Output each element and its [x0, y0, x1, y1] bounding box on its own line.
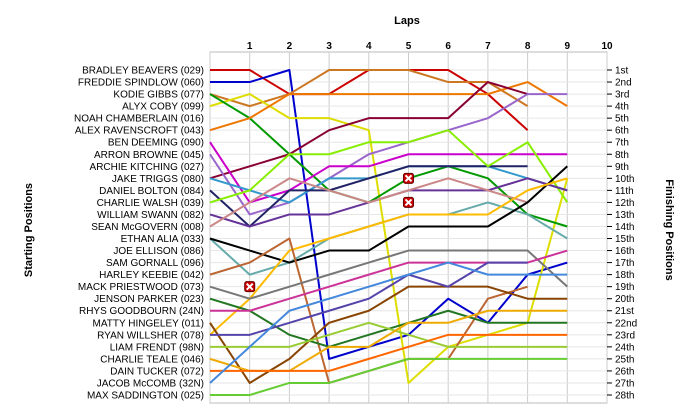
- lap-tick-label: 7: [485, 41, 491, 52]
- lap-tick-label: 6: [445, 41, 451, 52]
- finishing-position-label: 2nd: [615, 78, 632, 89]
- series-line: [209, 249, 568, 300]
- finishing-position-labels: 1st2nd3rd4th5th6th7th8th9th10th11th12th1…: [607, 66, 637, 402]
- series-line: [209, 177, 528, 228]
- driver-name-label: HARLEY KEEBIE (042): [99, 270, 204, 281]
- finishing-position-label: 23rd: [615, 330, 635, 341]
- driver-name-label: SAM GORNALL (096): [106, 258, 204, 269]
- finishing-position-label: 10th: [615, 174, 634, 185]
- driver-name-label: JACOB McCOMB (32N): [97, 378, 204, 389]
- finishing-position-label: 14th: [615, 222, 634, 233]
- series-lines: [209, 69, 569, 396]
- finishing-position-label: 13th: [615, 210, 634, 221]
- retire-marker: [244, 281, 256, 293]
- series-line: [209, 129, 569, 204]
- driver-name-label: MAX SADDINGTON (025): [87, 391, 204, 402]
- lap-tick-label: 9: [565, 41, 571, 52]
- finishing-position-label: 5th: [615, 114, 629, 125]
- finishing-position-label: 27th: [615, 378, 634, 389]
- driver-name-label: KODIE GIBBS (077): [113, 90, 204, 101]
- finishing-position-label: 9th: [615, 162, 629, 173]
- finishing-position-label: 20th: [615, 294, 634, 305]
- finishing-position-label: 8th: [615, 150, 629, 161]
- driver-name-label: BRADLEY BEAVERS (029): [82, 66, 204, 77]
- retire-marker: [403, 196, 414, 208]
- driver-name-label: DAIN TUCKER (072): [110, 366, 204, 377]
- finishing-position-label: 21st: [615, 306, 634, 317]
- series-line: [209, 177, 568, 336]
- lap-tick-label: 1: [247, 41, 253, 52]
- driver-name-label: JENSON PARKER (023): [94, 294, 204, 305]
- finishing-position-label: 28th: [615, 391, 634, 402]
- lap-tick-label: 4: [366, 41, 372, 52]
- driver-name-label: JAKE TRIGGS (080): [112, 174, 204, 185]
- driver-name-label: CHARLIE TEALE (046): [100, 354, 204, 365]
- finishing-position-label: 1st: [615, 66, 629, 77]
- y-axis-left-label: Starting Positions: [23, 183, 35, 277]
- retire-marker-stroke: [404, 198, 413, 207]
- finishing-position-label: 3rd: [615, 90, 629, 101]
- series-line: [210, 357, 568, 396]
- finishing-position-label: 16th: [615, 246, 634, 257]
- finishing-position-label: 6th: [615, 126, 629, 137]
- retire-markers: [244, 172, 414, 293]
- driver-name-label: ALEX RAVENSCROFT (043): [75, 126, 204, 137]
- finishing-position-label: 19th: [615, 282, 634, 293]
- chart-title: Laps: [394, 15, 420, 27]
- finishing-position-label: 22nd: [615, 318, 637, 329]
- driver-name-label: RYAN WILLSHER (078): [97, 330, 204, 341]
- series-line: [210, 333, 568, 372]
- lap-tick-label: 5: [406, 41, 412, 52]
- series-line: [209, 165, 528, 228]
- retire-marker: [403, 172, 414, 184]
- finishing-position-label: 25th: [615, 354, 634, 365]
- driver-name-label: CHARLIE WALSH (039): [97, 198, 204, 209]
- driver-name-label: ALYX COBY (099): [122, 102, 204, 113]
- driver-name-label: JOE ELLISON (086): [113, 246, 204, 257]
- lap-tick-label: 8: [525, 41, 531, 52]
- lap-tick-label: 3: [326, 41, 332, 52]
- series-line: [210, 69, 568, 360]
- finishing-position-label: 7th: [615, 138, 629, 149]
- finishing-position-label: 11th: [615, 186, 634, 197]
- finishing-position-label: 4th: [615, 102, 629, 113]
- driver-name-label: FREDDIE SPINDLOW (060): [78, 78, 204, 89]
- driver-name-label: RHYS GOODBOURN (24N): [79, 306, 204, 317]
- driver-name-label: BEN DEEMING (090): [108, 138, 204, 149]
- driver-name-label: LIAM FRENDT (98N): [110, 342, 204, 353]
- driver-names: BRADLEY BEAVERS (029)FREDDIE SPINDLOW (0…: [74, 66, 204, 402]
- finishing-position-label: 26th: [615, 366, 634, 377]
- driver-name-label: ETHAN ALIA (033): [121, 234, 204, 245]
- driver-name-label: MATTY HINGELEY (011): [92, 318, 204, 329]
- y-axis-right-label: Finishing Positions: [663, 179, 675, 280]
- finishing-position-label: 18th: [615, 270, 634, 281]
- series-line: [209, 165, 568, 264]
- driver-name-label: ARCHIE KITCHING (027): [90, 162, 204, 173]
- driver-name-label: WILLIAM SWANN (082): [97, 210, 204, 221]
- finishing-position-label: 12th: [615, 198, 634, 209]
- lap-tick-label: 10: [601, 41, 613, 52]
- driver-name-label: ARRON BROWNE (045): [94, 150, 204, 161]
- series-line: [209, 81, 528, 180]
- lap-ticks: 1 2 3 4 5 6 7 8 9 10: [247, 41, 613, 52]
- driver-name-label: DANIEL BOLTON (084): [99, 186, 204, 197]
- retire-marker-stroke: [245, 282, 254, 291]
- driver-name-label: MACK PRIESTWOOD (073): [78, 282, 204, 293]
- finishing-position-label: 15th: [615, 234, 634, 245]
- retire-marker-stroke: [404, 174, 413, 183]
- series-line: [209, 261, 568, 384]
- driver-name-label: NOAH CHAMBERLAIN (016): [74, 114, 204, 125]
- series-line: [210, 321, 568, 348]
- finishing-position-label: 17th: [615, 258, 634, 269]
- driver-name-label: SEAN McGOVERN (008): [91, 222, 204, 233]
- finishing-position-label: 24th: [615, 342, 634, 353]
- lap-tick-label: 2: [287, 41, 293, 52]
